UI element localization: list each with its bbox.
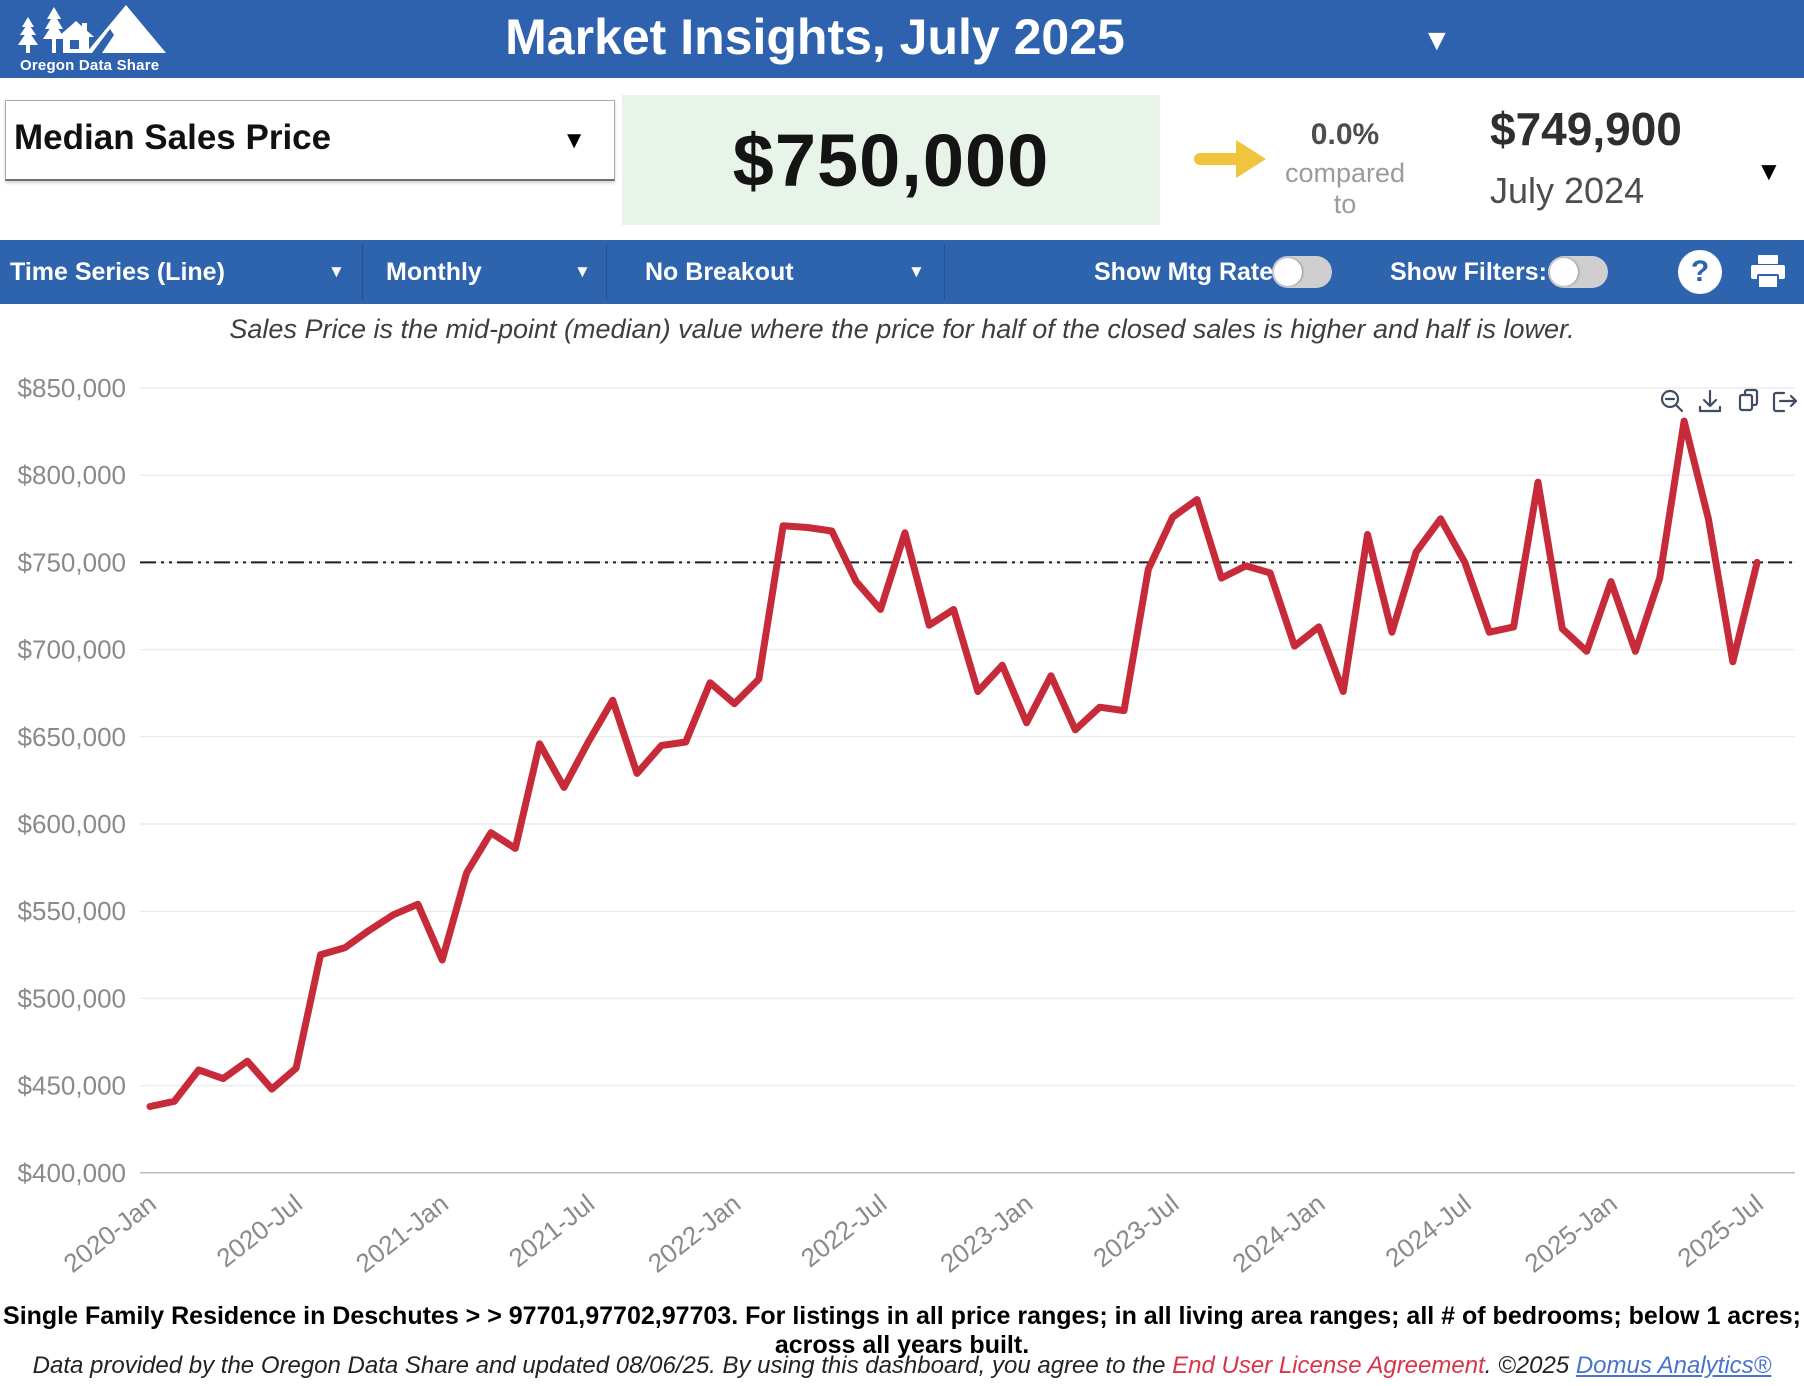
listing-criteria-text: Single Family Residence in Deschutes > >… [3, 1302, 1801, 1359]
prior-value: $749,900 [1490, 103, 1682, 155]
zoom-out-icon[interactable] [1660, 389, 1684, 413]
current-value: $750,000 [732, 118, 1050, 202]
svg-text:2023-Jan: 2023-Jan [934, 1188, 1038, 1278]
prior-period-block: $749,900 July 2024 [1490, 102, 1740, 212]
divider [606, 244, 607, 300]
chevron-down-icon: ▼ [574, 262, 591, 281]
svg-text:$500,000: $500,000 [18, 983, 126, 1013]
eula-link[interactable]: End User License Agreement [1172, 1352, 1485, 1379]
svg-text:$650,000: $650,000 [18, 722, 126, 752]
breakout-label: No Breakout [645, 257, 794, 286]
metric-row: Median Sales Price ▼ $750,000 0.0% compa… [0, 78, 1804, 240]
svg-text:$850,000: $850,000 [18, 373, 126, 403]
divider [944, 244, 945, 300]
breakout-dropdown[interactable]: No Breakout [645, 240, 794, 304]
svg-text:2024-Jan: 2024-Jan [1227, 1188, 1331, 1278]
chevron-down-icon: ▼ [908, 262, 925, 281]
chart-type-label: Time Series (Line) [10, 257, 225, 286]
chart-subtitle: Sales Price is the mid-point (median) va… [229, 314, 1575, 344]
median-price-line [146, 417, 1761, 1110]
chevron-down-icon: ▼ [562, 127, 586, 154]
toggle-knob [1274, 258, 1302, 286]
divider [362, 244, 363, 300]
current-value-box: $750,000 [622, 95, 1160, 225]
attribution-text: Data provided by the Oregon Data Share a… [0, 1352, 1804, 1380]
frequency-label: Monthly [386, 257, 482, 286]
chart-x-axis-labels: 2020-Jan 2020-Jul 2021-Jan 2021-Jul 2022-Jan… [58, 1188, 1769, 1278]
metric-selector-label: Median Sales Price [14, 118, 332, 157]
export-icon[interactable] [1772, 391, 1798, 413]
attribution-part2: . ©2025 [1484, 1352, 1576, 1379]
attribution-part1: Data provided by the Oregon Data Share a… [32, 1352, 1173, 1379]
svg-text:$450,000: $450,000 [18, 1071, 126, 1101]
metric-selector-dropdown[interactable]: Median Sales Price ▼ [5, 100, 615, 181]
help-button[interactable]: ? [1678, 250, 1722, 294]
title-dropdown-chevron-icon[interactable]: ▼ [1422, 24, 1452, 57]
frequency-dropdown[interactable]: Monthly [386, 240, 482, 304]
mtg-rate-toggle[interactable] [1272, 256, 1332, 288]
show-mtg-rate-label: Show Mtg Rate: [1094, 257, 1282, 286]
svg-text:2023-Jul: 2023-Jul [1087, 1188, 1184, 1273]
chart-gridlines: $850,000 $800,000 $750,000 $700,000 $650,000… [18, 373, 1795, 1188]
filters-toggle[interactable] [1548, 256, 1608, 288]
svg-text:2025-Jul: 2025-Jul [1672, 1188, 1769, 1273]
domus-analytics-link[interactable]: Domus Analytics® [1575, 1352, 1772, 1379]
svg-text:$600,000: $600,000 [18, 809, 126, 839]
oregon-data-share-logo: Oregon Data Share [14, 3, 184, 77]
download-icon[interactable] [1698, 389, 1722, 413]
chart-toolbar: Time Series (Line) ▼ Monthly ▼ No Breako… [0, 240, 1804, 304]
change-percent: 0.0% [1310, 118, 1380, 151]
price-chart: $850,000 $800,000 $750,000 $700,000 $650,000… [18, 373, 1798, 1278]
print-button[interactable] [1748, 254, 1788, 290]
svg-text:2021-Jan: 2021-Jan [350, 1188, 454, 1278]
chevron-down-icon: ▼ [328, 262, 345, 281]
svg-text:$800,000: $800,000 [18, 460, 126, 490]
svg-text:$750,000: $750,000 [18, 547, 126, 577]
svg-text:$400,000: $400,000 [18, 1158, 126, 1188]
prior-period-dropdown-chevron-icon[interactable]: ▼ [1756, 156, 1782, 186]
svg-text:2024-Jul: 2024-Jul [1380, 1188, 1477, 1273]
right-arrow-icon [1194, 140, 1266, 178]
header-bar: Oregon Data Share Market Insights, July … [0, 0, 1804, 78]
toggle-knob [1550, 258, 1578, 286]
copy-icon[interactable] [1738, 388, 1759, 412]
chart-type-dropdown[interactable]: Time Series (Line) [10, 240, 225, 304]
svg-text:$550,000: $550,000 [18, 896, 126, 926]
svg-text:2022-Jul: 2022-Jul [795, 1188, 892, 1273]
svg-text:$700,000: $700,000 [18, 635, 126, 665]
printer-icon [1751, 255, 1785, 289]
mountain-house-trees-icon [18, 5, 166, 53]
svg-text:2025-Jan: 2025-Jan [1519, 1188, 1623, 1278]
svg-text:2020-Jan: 2020-Jan [58, 1188, 162, 1278]
compared-to-label: compared to [1284, 158, 1406, 219]
show-filters-label: Show Filters: [1390, 257, 1547, 286]
logo-text: Oregon Data Share [20, 57, 160, 74]
svg-text:2021-Jul: 2021-Jul [503, 1188, 600, 1273]
svg-text:2020-Jul: 2020-Jul [211, 1188, 308, 1273]
svg-text:2022-Jan: 2022-Jan [642, 1188, 746, 1278]
comparison-block: 0.0% compared to [1270, 118, 1420, 220]
page-title: Market Insights, July 2025 [505, 9, 1125, 65]
prior-period: July 2024 [1490, 170, 1645, 211]
